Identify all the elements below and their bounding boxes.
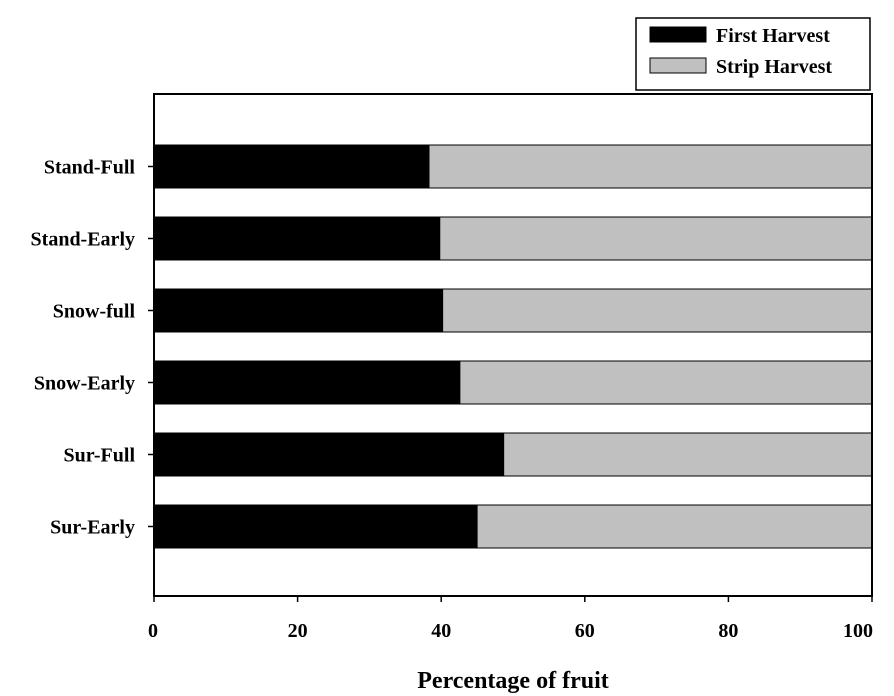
category-label-sur-early: Sur-Early <box>50 517 135 539</box>
bar-first-harvest-snow-early <box>153 360 461 405</box>
bar-first-harvest-stand-early <box>153 216 441 261</box>
x-tick-label-40: 40 <box>431 620 451 642</box>
bar-first-harvest-stand-full <box>153 144 430 189</box>
bars-layer <box>153 144 873 549</box>
y-axis: Stand-Full Stand-Early Snow-full Snow-Early… <box>31 157 154 539</box>
x-tick-label-80: 80 <box>718 620 738 642</box>
bar-strip-harvest-sur-early <box>476 504 873 549</box>
x-axis-title: Percentage of fruit <box>417 668 608 694</box>
legend-label-first-harvest: First Harvest <box>716 25 830 47</box>
bar-strip-harvest-snow-early <box>459 360 873 405</box>
x-tick-label-20: 20 <box>288 620 308 642</box>
bar-strip-harvest-stand-full <box>428 144 873 189</box>
bar-first-harvest-snow-full <box>153 288 444 333</box>
category-label-sur-full: Sur-Full <box>64 445 136 467</box>
legend-swatch-first-harvest <box>649 26 707 43</box>
x-tick-label-60: 60 <box>575 620 595 642</box>
category-label-stand-early: Stand-Early <box>31 229 135 251</box>
x-tick-label-0: 0 <box>148 620 158 642</box>
category-label-stand-full: Stand-Full <box>44 157 136 179</box>
legend-label-strip-harvest: Strip Harvest <box>716 56 832 78</box>
bar-strip-harvest-sur-full <box>503 432 873 477</box>
x-axis: 0 20 40 60 80 100 <box>148 596 873 642</box>
legend: First Harvest Strip Harvest <box>635 17 871 91</box>
bar-strip-harvest-stand-early <box>439 216 873 261</box>
legend-swatch-strip-harvest <box>649 57 707 74</box>
x-tick-label-100: 100 <box>843 620 873 642</box>
category-label-snow-early: Snow-Early <box>34 373 135 395</box>
plot-area-frame <box>153 93 873 597</box>
bar-first-harvest-sur-early <box>153 504 478 549</box>
bar-strip-harvest-snow-full <box>442 288 873 333</box>
bar-first-harvest-sur-full <box>153 432 505 477</box>
category-label-snow-full: Snow-full <box>53 301 136 323</box>
